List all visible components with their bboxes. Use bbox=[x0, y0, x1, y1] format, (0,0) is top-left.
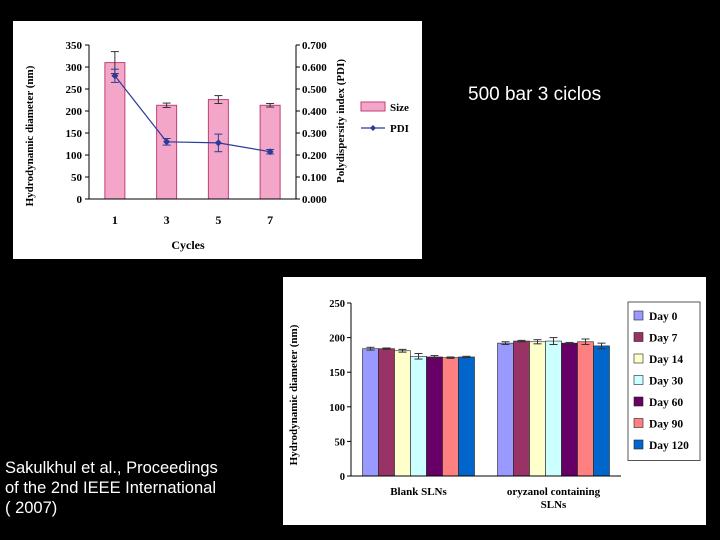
y-tick-label: 0 bbox=[340, 472, 345, 483]
x-tick-label: Blank SLNs bbox=[390, 486, 447, 498]
size-bar bbox=[156, 104, 178, 200]
y-tick-label: 50 bbox=[335, 437, 346, 448]
y2-tick-label: 0.700 bbox=[302, 40, 327, 52]
stability-chart-panel: 0 50 100 150 200 250 Blank SLNs oryzanol contai… bbox=[283, 277, 706, 525]
day-bar bbox=[529, 341, 546, 477]
day-bar bbox=[442, 357, 459, 477]
legend-swatch bbox=[633, 332, 644, 342]
day-bar bbox=[545, 340, 562, 477]
x-axis-label: Cycles bbox=[171, 238, 205, 252]
legend-swatch-size bbox=[360, 101, 386, 112]
size-pdi-chart-panel: 0 50 100 150 200 250 300 350 0.000 0.100 0.200 0.30… bbox=[13, 21, 422, 259]
chart-legend: Size PDI bbox=[360, 101, 409, 135]
y2-tick-label: 0.500 bbox=[302, 84, 327, 96]
y2-tick-label: 0.300 bbox=[302, 128, 327, 140]
y-tick-label: 200 bbox=[66, 106, 83, 118]
day-bar bbox=[593, 345, 610, 477]
y-tick-label: 100 bbox=[66, 150, 83, 162]
y-tick-label: 350 bbox=[66, 40, 83, 52]
pdi-point bbox=[266, 148, 274, 156]
x-tick-label: oryzanol containing bbox=[507, 486, 601, 498]
legend-marker-pdi bbox=[370, 125, 376, 131]
x-tick-label: 1 bbox=[112, 213, 118, 227]
size-bar bbox=[104, 62, 126, 200]
day-bar bbox=[362, 348, 379, 477]
legend-swatch bbox=[633, 310, 644, 321]
y-axis-label: Hydrodynamic diameter (nm) bbox=[24, 65, 36, 206]
legend-label-size: Size bbox=[390, 102, 409, 114]
citation-line: of the 2nd IEEE International bbox=[5, 479, 216, 497]
legend-label: Day 7 bbox=[649, 333, 678, 345]
citation-line: Sakulkhul et al., Proceedings bbox=[5, 459, 218, 477]
day-bar bbox=[458, 356, 475, 477]
y-axis-label: Hydrodynamic diameter (nm) bbox=[288, 324, 300, 465]
citation-line: ( 2007) bbox=[5, 499, 58, 517]
legend-label: Day 60 bbox=[649, 397, 683, 409]
pdi-point bbox=[214, 139, 222, 147]
legend-label: Day 14 bbox=[649, 354, 683, 366]
y2-tick-label: 0.400 bbox=[302, 106, 327, 118]
y2-tick-label: 0.600 bbox=[302, 62, 327, 74]
legend-swatch bbox=[633, 418, 644, 428]
x-tick-label: 5 bbox=[215, 213, 221, 227]
legend-label-pdi: PDI bbox=[390, 123, 409, 135]
day-bar bbox=[410, 355, 427, 477]
x-tick-label: 3 bbox=[164, 213, 170, 227]
y2-tick-label: 0.100 bbox=[302, 172, 327, 184]
x-tick-label: SLNs bbox=[541, 499, 567, 511]
y-tick-label: 50 bbox=[71, 172, 83, 184]
pdi-point bbox=[163, 138, 171, 146]
y-tick-label: 0 bbox=[77, 194, 83, 206]
legend-label: Day 0 bbox=[649, 311, 678, 323]
size-pdi-chart: 0 50 100 150 200 250 300 350 0.000 0.100 0.200 0.30… bbox=[24, 40, 409, 252]
y2-tick-label: 0.200 bbox=[302, 150, 327, 162]
legend-label: Day 90 bbox=[649, 419, 683, 431]
legend-swatch bbox=[633, 375, 644, 385]
legend-label: Day 30 bbox=[649, 376, 683, 388]
y-tick-label: 250 bbox=[329, 299, 345, 310]
day-bar bbox=[561, 342, 578, 477]
day-bar bbox=[577, 341, 594, 477]
y-tick-label: 200 bbox=[329, 334, 345, 345]
y-tick-label: 150 bbox=[66, 128, 83, 140]
legend-label: Day 120 bbox=[649, 440, 689, 452]
legend-swatch bbox=[633, 439, 644, 450]
y-tick-label: 150 bbox=[329, 368, 345, 379]
stability-chart: 0 50 100 150 200 250 Blank SLNs oryzanol contai… bbox=[288, 299, 701, 511]
legend-swatch bbox=[633, 353, 644, 364]
citation: Sakulkhul et al., Proceedings of the 2nd… bbox=[5, 458, 255, 518]
pdi-line bbox=[114, 75, 271, 153]
y-tick-label: 300 bbox=[66, 62, 83, 74]
y2-axis-label: Polydispersity index (PDI) bbox=[335, 59, 347, 183]
day-bar bbox=[426, 356, 443, 477]
slide-title: 500 bar 3 ciclos bbox=[468, 84, 602, 105]
y-tick-label: 100 bbox=[329, 403, 345, 414]
day-bar bbox=[497, 342, 514, 477]
day-bar bbox=[394, 350, 411, 477]
day-bar bbox=[513, 340, 530, 477]
x-tick-label: 7 bbox=[267, 213, 273, 227]
y-tick-label: 250 bbox=[66, 84, 83, 96]
legend-swatch bbox=[633, 396, 644, 407]
day-bar bbox=[378, 348, 395, 477]
pdi-point bbox=[111, 72, 119, 80]
y2-tick-label: 0.000 bbox=[302, 194, 327, 206]
